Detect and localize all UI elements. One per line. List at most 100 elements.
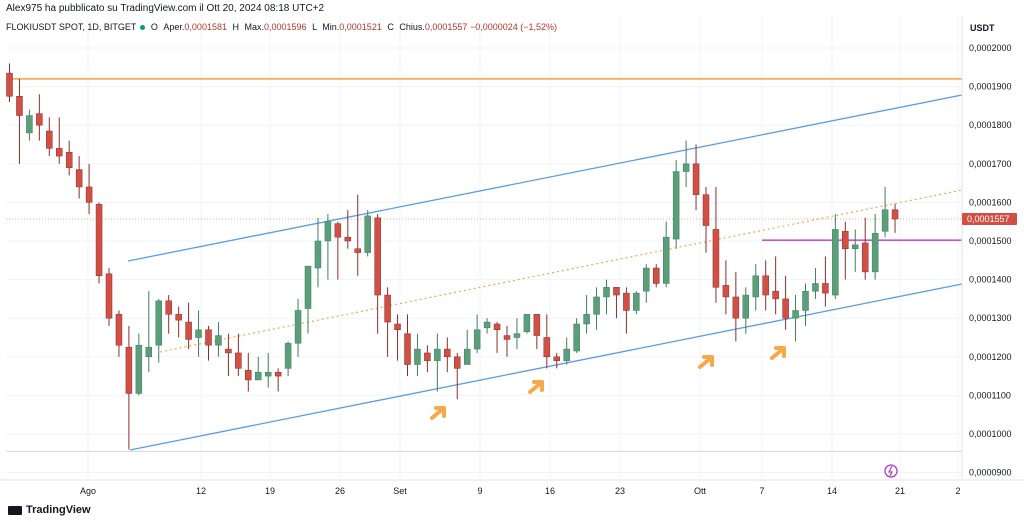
candle-body-down: [404, 333, 411, 365]
candle-body-down: [503, 335, 511, 340]
candle-body-up: [583, 314, 590, 325]
candle-body-up: [135, 344, 143, 394]
candle-body-down: [235, 352, 242, 369]
price-tick-label: 0,0001300: [969, 313, 1012, 323]
candle: [26, 109, 33, 141]
candle: [205, 325, 212, 361]
price-tick-label: 0,0001600: [969, 197, 1012, 207]
candle: [722, 260, 730, 315]
candle: [434, 333, 441, 392]
time-tick-label: 2: [955, 486, 960, 496]
close-label: C: [387, 22, 394, 32]
candle-body-up: [871, 233, 879, 273]
candle-body-down: [533, 314, 541, 336]
change-value: −0,0000024 (−1,52%): [469, 22, 558, 32]
candle-body-down: [613, 287, 620, 296]
candle: [85, 163, 93, 214]
open-text: Aper.: [163, 22, 185, 32]
candle-body-up: [483, 321, 491, 329]
low-text: Min.: [322, 22, 340, 32]
up-arrow-icon: [528, 380, 544, 394]
candle: [513, 318, 521, 350]
candle-body-down: [732, 296, 740, 319]
current-price-bg: [962, 212, 1017, 225]
time-tick-label: Ott: [694, 486, 707, 496]
candle-body-down: [185, 321, 192, 340]
ohlc-legend: FLOKIUSDT SPOT, 1D, BITGET O Aper.0,0001…: [6, 22, 557, 32]
brand-text: TradingView: [26, 504, 91, 516]
time-tick-label: 26: [335, 486, 345, 496]
candle-body-down: [762, 275, 769, 296]
time-tick-label: 9: [477, 486, 482, 496]
candle-body-up: [603, 287, 610, 298]
market-status-icon: [140, 25, 146, 31]
candle-body-down: [16, 96, 23, 116]
candle: [65, 140, 73, 176]
candle-body-down: [822, 283, 829, 294]
price-axis[interactable]: 0,0002000 0,0001900 0,0001800 0,0001700 0,00…: [961, 16, 1017, 480]
price-tick-label: 0,0001700: [969, 159, 1012, 169]
lightning-icon[interactable]: [884, 464, 898, 478]
candle-body-down: [65, 151, 73, 168]
candle-body-up: [284, 343, 292, 369]
candle: [175, 306, 182, 338]
drawing-overlays: [6, 78, 963, 452]
symbol-info[interactable]: FLOKIUSDT SPOT, 1D, BITGET: [6, 22, 137, 32]
candle: [245, 352, 252, 392]
publisher-line: Alex975 ha pubblicato su TradingView.com…: [6, 3, 325, 14]
candle-body-up: [414, 348, 421, 365]
candle: [473, 314, 481, 353]
candle: [334, 221, 342, 280]
candle-body-down: [165, 300, 172, 315]
current-price-tag: 0,0001557: [962, 212, 1017, 225]
candle: [672, 159, 680, 249]
candle: [563, 337, 570, 365]
candle-body-up: [852, 244, 859, 249]
candle: [215, 322, 222, 357]
candle: [95, 202, 103, 284]
candle: [235, 333, 242, 377]
price-tick-label: 0,0000900: [969, 468, 1012, 478]
candle-body-up: [523, 314, 531, 332]
candle-body-down: [85, 186, 93, 203]
candle: [324, 213, 332, 280]
candle: [682, 140, 690, 187]
candle: [702, 186, 710, 253]
candle-body-down: [394, 323, 401, 331]
candle: [255, 356, 262, 381]
candle: [553, 352, 560, 369]
high-text: Max.: [244, 22, 265, 32]
candle-body-down: [424, 352, 431, 361]
candle: [593, 287, 600, 330]
candle-body-up: [434, 348, 441, 361]
candle-body-up: [264, 371, 272, 377]
candle-body-down: [454, 356, 461, 369]
candle: [364, 210, 371, 257]
event-bolt: [888, 465, 893, 477]
time-axis[interactable]: Ago 12 19 26 Set 9 16 23 Ott 7 14 21 2: [0, 464, 1024, 496]
high-label: H: [232, 22, 239, 32]
candle: [881, 186, 889, 238]
candle: [782, 275, 789, 330]
candle: [772, 256, 779, 315]
candle-body-up: [215, 335, 222, 346]
channel-mid-line: [159, 189, 963, 353]
candle: [653, 264, 660, 288]
candle-body-down: [245, 370, 252, 381]
time-tick-label: 21: [895, 486, 905, 496]
candle-body-up: [662, 236, 670, 284]
time-tick-label: Set: [393, 486, 407, 496]
time-tick-label: 12: [196, 486, 206, 496]
candle: [752, 264, 759, 311]
candle-body-down: [354, 248, 361, 253]
up-arrow-icon: [770, 346, 786, 360]
candle-body-down: [722, 285, 730, 298]
candle: [394, 314, 401, 361]
tradingview-logo[interactable]: TradingView: [8, 504, 91, 516]
candle: [344, 210, 352, 249]
candle-body-up: [324, 221, 332, 242]
candle-body-up: [26, 115, 33, 134]
candle-body-down: [125, 346, 133, 394]
price-tick-label: 0,0001500: [969, 236, 1012, 246]
